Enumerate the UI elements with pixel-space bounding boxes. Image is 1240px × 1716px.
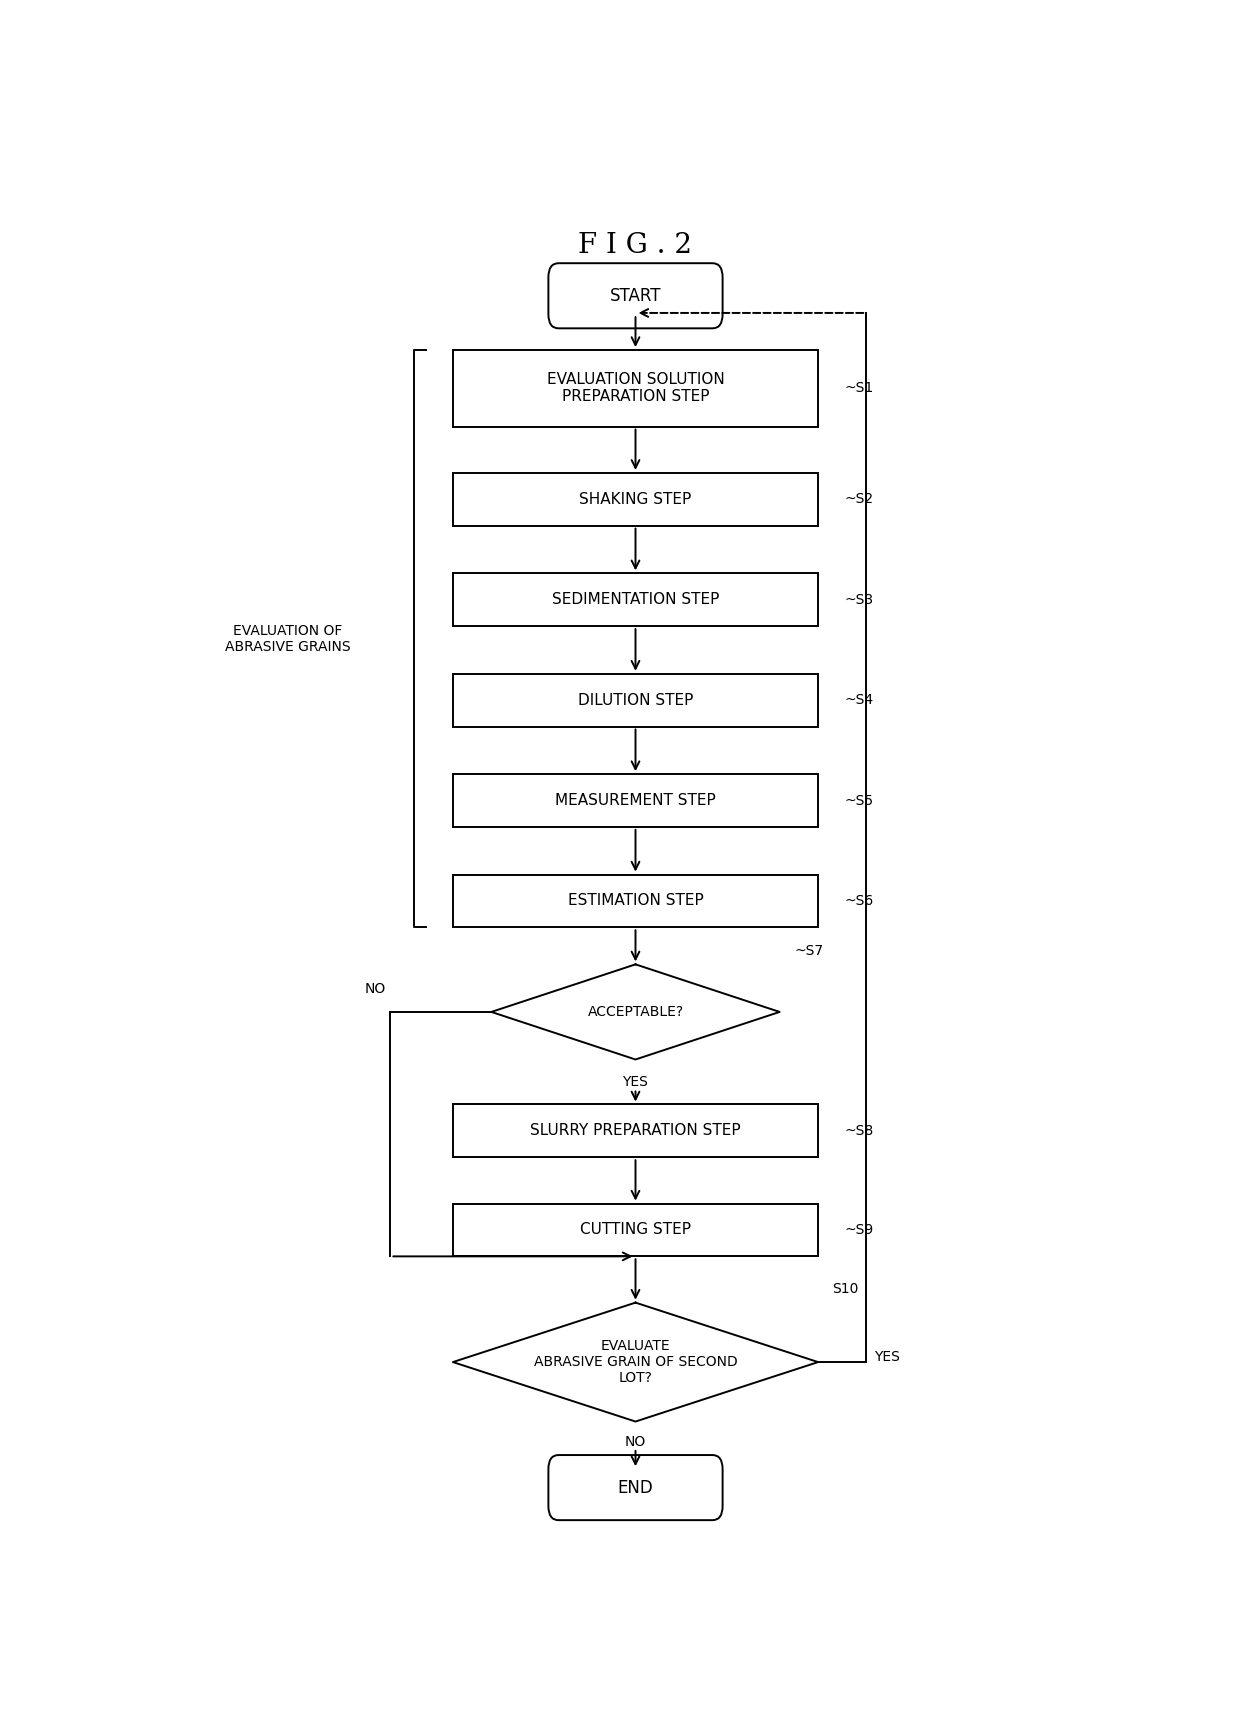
Text: ~S2: ~S2 [844, 492, 874, 506]
Text: CUTTING STEP: CUTTING STEP [580, 1222, 691, 1237]
Text: ESTIMATION STEP: ESTIMATION STEP [568, 894, 703, 908]
Text: MEASUREMENT STEP: MEASUREMENT STEP [556, 793, 715, 808]
Text: ACCEPTABLE?: ACCEPTABLE? [588, 1006, 683, 1019]
Text: ~S5: ~S5 [844, 793, 874, 808]
Text: NO: NO [365, 982, 386, 995]
Bar [453, 1105, 818, 1157]
Bar [453, 1203, 818, 1256]
Bar [453, 474, 818, 525]
Text: SHAKING STEP: SHAKING STEP [579, 492, 692, 506]
Text: START: START [610, 287, 661, 305]
FancyBboxPatch shape [548, 263, 723, 328]
Text: DILUTION STEP: DILUTION STEP [578, 693, 693, 707]
Text: SLURRY PREPARATION STEP: SLURRY PREPARATION STEP [531, 1124, 740, 1138]
Text: ~S4: ~S4 [844, 693, 874, 707]
Text: YES: YES [874, 1350, 900, 1364]
Text: END: END [618, 1479, 653, 1496]
FancyBboxPatch shape [548, 1455, 723, 1520]
Text: EVALUATION OF
ABRASIVE GRAINS: EVALUATION OF ABRASIVE GRAINS [224, 625, 351, 654]
Text: F I G . 2: F I G . 2 [579, 232, 692, 259]
Text: SEDIMENTATION STEP: SEDIMENTATION STEP [552, 592, 719, 607]
Text: ~S3: ~S3 [844, 592, 874, 607]
Text: S10: S10 [832, 1282, 859, 1296]
Text: NO: NO [625, 1435, 646, 1448]
Bar [453, 875, 818, 927]
Text: YES: YES [622, 1076, 649, 1090]
Polygon shape [491, 964, 780, 1059]
Text: ~S6: ~S6 [844, 894, 874, 908]
Bar [453, 350, 818, 427]
Text: ~S8: ~S8 [844, 1124, 874, 1138]
Bar [453, 674, 818, 726]
Text: ~S7: ~S7 [794, 944, 823, 958]
Bar [453, 573, 818, 626]
Text: EVALUATE
ABRASIVE GRAIN OF SECOND
LOT?: EVALUATE ABRASIVE GRAIN OF SECOND LOT? [533, 1338, 738, 1385]
Bar [453, 774, 818, 827]
Text: ~S1: ~S1 [844, 381, 874, 395]
Text: ~S9: ~S9 [844, 1224, 874, 1237]
Polygon shape [453, 1302, 818, 1421]
Text: EVALUATION SOLUTION
PREPARATION STEP: EVALUATION SOLUTION PREPARATION STEP [547, 372, 724, 405]
